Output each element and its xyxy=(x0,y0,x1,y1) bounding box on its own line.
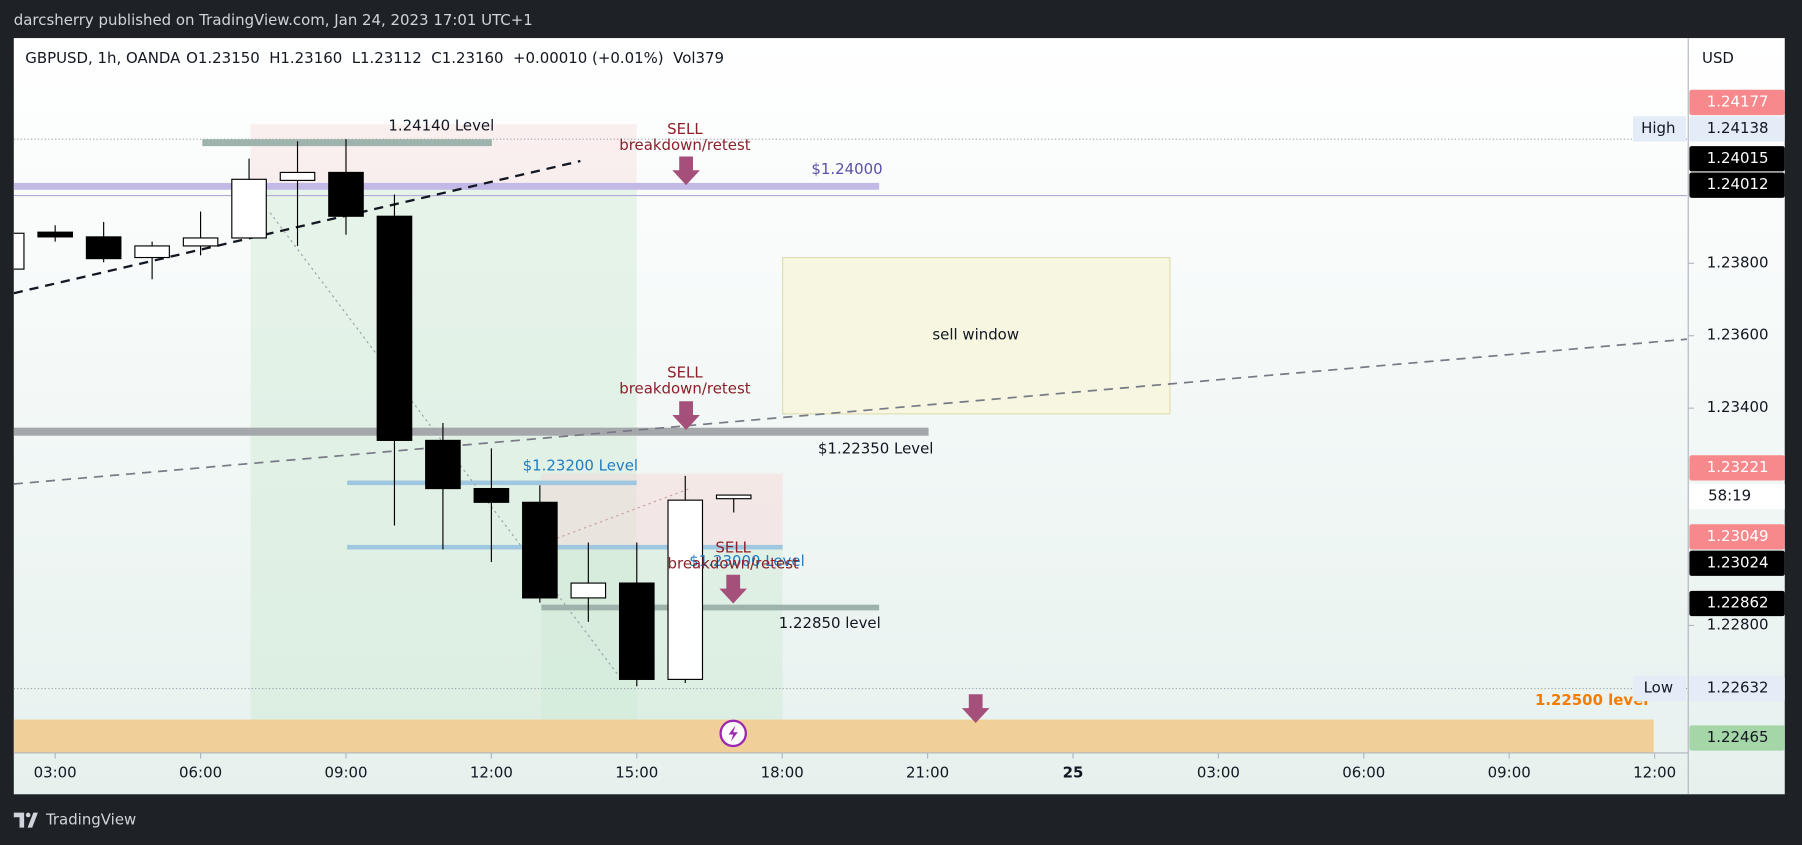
annotation: SELL xyxy=(715,538,751,556)
brand: TradingView xyxy=(45,811,136,829)
level-band xyxy=(202,139,492,147)
publisher: darcsherry published on TradingView.com,… xyxy=(14,11,533,29)
sell-arrow xyxy=(672,156,700,186)
price-tag-label: 1.22632 xyxy=(1707,679,1769,697)
annotation: 1.22500 level xyxy=(1535,691,1648,709)
candle-body xyxy=(715,494,752,500)
level-band xyxy=(541,604,880,611)
low-tag-label: Low xyxy=(1644,679,1673,697)
candle-body xyxy=(618,582,655,680)
price-tag-label: 1.24012 xyxy=(1707,175,1769,193)
price-tag-label: 1.23221 xyxy=(1707,458,1769,476)
price-tag-label: 1.23024 xyxy=(1707,553,1769,571)
x-tick-label: 06:00 xyxy=(179,764,222,782)
countdown: 58:19 xyxy=(1708,487,1751,505)
annotation: 1.24140 Level xyxy=(388,117,494,135)
price-tag xyxy=(1689,146,1785,172)
position-loss-zone xyxy=(541,473,783,547)
price-tag xyxy=(1689,725,1785,751)
symbol: GBPUSD, 1h, OANDA xyxy=(25,49,181,67)
candle-body xyxy=(425,439,461,490)
high-tag xyxy=(1633,116,1686,142)
annotation: breakdown/retest xyxy=(668,554,799,572)
x-tick-label: 18:00 xyxy=(761,764,804,782)
candle-body xyxy=(328,171,364,217)
price-tag-label: 1.22862 xyxy=(1707,594,1769,612)
level-band xyxy=(13,427,929,436)
price-tag-label: 1.23049 xyxy=(1707,527,1769,545)
currency: USD xyxy=(1702,49,1734,67)
candle-body xyxy=(85,236,122,260)
y-tick-label: 1.22800 xyxy=(1707,615,1769,633)
annotation: SELL xyxy=(667,364,703,382)
annotation: $1.23200 Level xyxy=(523,457,638,475)
candle-body xyxy=(182,237,219,247)
x-tick-label: 25 xyxy=(1063,764,1084,782)
annotation: sell window xyxy=(932,326,1019,344)
candle-body xyxy=(522,501,558,599)
annotation: $1.22350 Level xyxy=(818,440,933,458)
x-tick-label: 21:00 xyxy=(906,764,949,782)
price-tag xyxy=(1689,89,1785,116)
price-tag xyxy=(1689,116,1785,142)
level-band xyxy=(13,182,880,190)
candle-body xyxy=(231,178,267,239)
price-tag xyxy=(1689,550,1785,576)
x-tick-label: 12:00 xyxy=(470,764,513,782)
candle-body xyxy=(376,215,413,441)
price-tag xyxy=(1689,590,1785,617)
overlay: 1.24140 Level SELLbreakdown/retest$1.2400… xyxy=(388,89,1785,751)
y-tick-label: 1.23400 xyxy=(1707,398,1769,416)
candle-body xyxy=(134,245,170,259)
candle-body xyxy=(279,171,316,181)
price-tag-label: 1.24177 xyxy=(1707,92,1769,110)
price-tag xyxy=(1689,675,1785,702)
logo xyxy=(13,812,38,828)
x-tick-label: 09:00 xyxy=(1488,764,1531,782)
low-tag xyxy=(1633,675,1686,702)
x-tick-label: 06:00 xyxy=(1342,764,1385,782)
x-tick-label: 15:00 xyxy=(615,764,658,782)
ohlc-info: O1.23150 H1.23160 L1.23112 C1.23160 +0.0… xyxy=(186,49,724,67)
x-tick-label: 03:00 xyxy=(34,764,77,782)
x-tick-label: 09:00 xyxy=(324,764,367,782)
annotation: $1.24000 xyxy=(811,160,882,178)
plot-area xyxy=(13,124,1688,753)
path-line xyxy=(551,488,690,541)
high-tag-label: High xyxy=(1641,119,1675,137)
price-tag-label: 1.24015 xyxy=(1707,149,1769,167)
candle-body xyxy=(570,582,607,599)
y-tick-label: 1.23800 xyxy=(1707,253,1769,271)
chart-background xyxy=(13,38,1785,795)
candle-body xyxy=(473,487,510,503)
level-band xyxy=(347,544,783,550)
annotation: $1.23000 Level xyxy=(689,552,804,570)
x-tick-label: 03:00 xyxy=(1197,764,1240,782)
candle-body xyxy=(13,232,25,270)
annotation: SELL xyxy=(667,120,703,138)
annotation: breakdown/retest xyxy=(619,136,750,154)
x-tick-label: 12:00 xyxy=(1633,764,1676,782)
price-tag xyxy=(1689,524,1785,550)
sell-arrow xyxy=(672,401,700,430)
alert-bolt xyxy=(728,725,738,742)
candle-body xyxy=(667,499,704,680)
price-tag xyxy=(1689,455,1785,481)
y-tick-label: 1.23600 xyxy=(1707,326,1769,344)
candle-body xyxy=(37,231,73,238)
position-profit-zone xyxy=(541,546,783,753)
annotation: 1.22850 level xyxy=(779,614,881,632)
level-zone xyxy=(13,719,1654,753)
countdown-tag xyxy=(1689,483,1785,510)
price-tag-label: 1.22465 xyxy=(1707,728,1769,746)
price-tag xyxy=(1689,172,1785,198)
price-tag-label: 1.24138 xyxy=(1707,119,1769,137)
trendline xyxy=(13,338,1688,485)
sell-window-box xyxy=(782,257,1171,415)
annotation: breakdown/retest xyxy=(619,380,750,398)
